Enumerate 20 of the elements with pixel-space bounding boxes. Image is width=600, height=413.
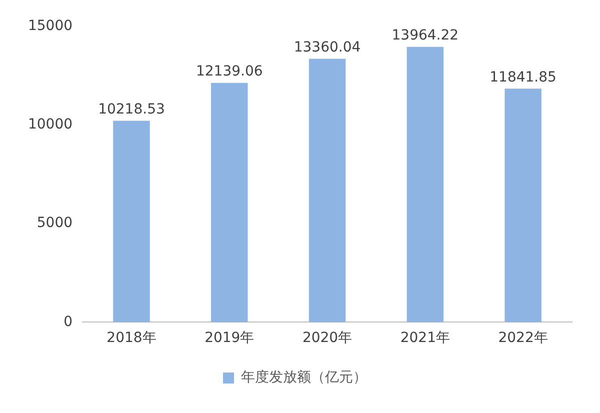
bar: [406, 46, 444, 322]
data-label: 10218.53: [98, 101, 165, 118]
data-label: 11841.85: [490, 69, 556, 86]
x-tick-label: 2019年: [204, 330, 254, 346]
y-tick-label: 10000: [28, 116, 73, 133]
bar: [211, 82, 248, 322]
y-tick-label: 5000: [36, 215, 73, 232]
data-label: 13964.22: [392, 27, 459, 44]
y-tick-label: 15000: [28, 18, 73, 34]
x-tick-label: 2022年: [498, 330, 548, 346]
bar: [113, 120, 150, 322]
x-tick-label: 2018年: [106, 330, 156, 346]
x-tick-label: 2021年: [400, 330, 450, 346]
data-label: 12139.06: [196, 63, 263, 80]
y-tick-label: 0: [64, 314, 73, 330]
legend-label: 年度发放额（亿元）: [241, 370, 367, 386]
x-tick-label: 2020年: [302, 330, 352, 346]
bar: [504, 88, 542, 322]
bar: [308, 58, 346, 322]
data-label: 13360.04: [294, 39, 361, 56]
